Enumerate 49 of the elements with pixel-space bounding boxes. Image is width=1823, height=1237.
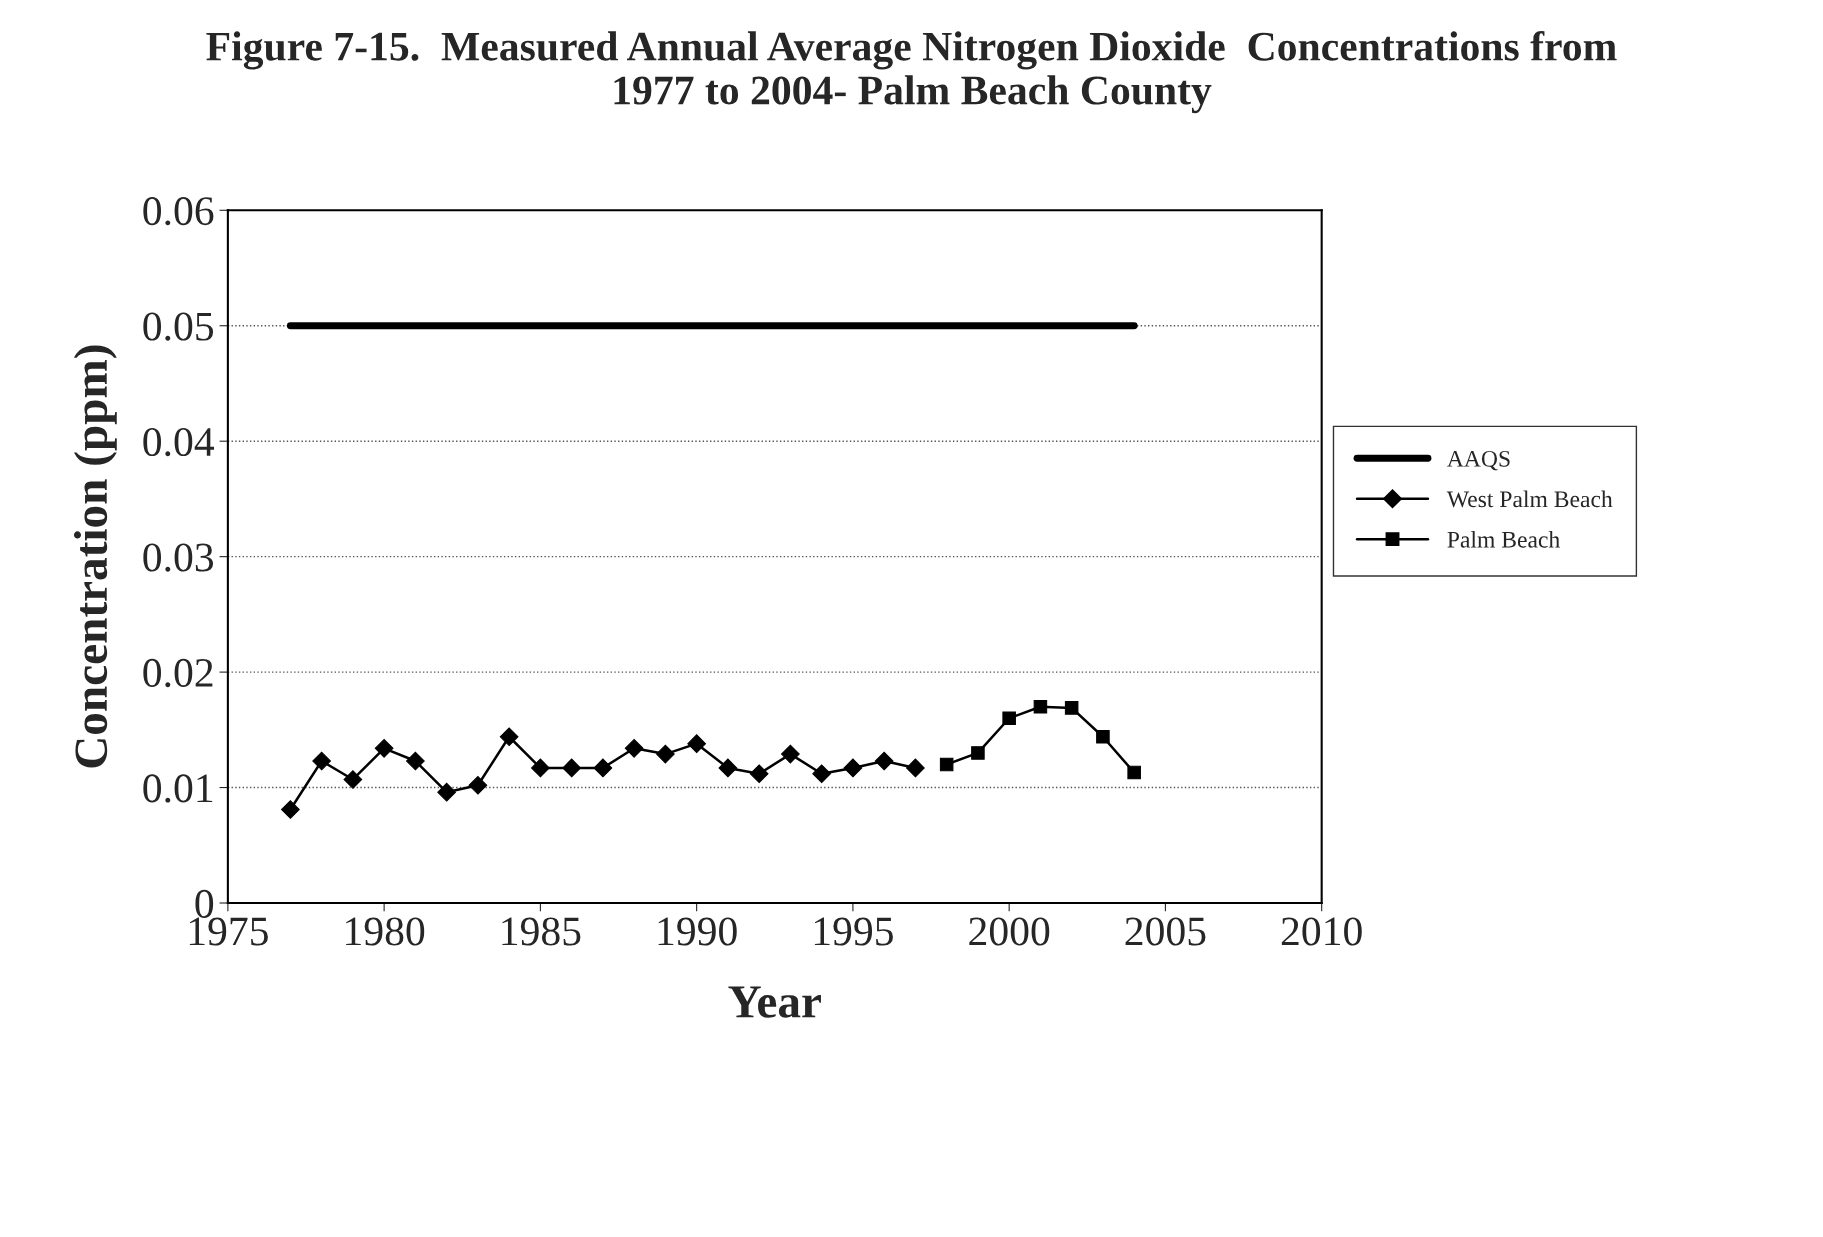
point [971, 746, 985, 760]
point [406, 751, 425, 771]
x-tick-label: 1980 [346, 917, 425, 946]
point [812, 764, 832, 784]
point [843, 758, 863, 778]
x-tick-label: 1975 [189, 917, 268, 946]
legend-label: Palm Beach [1447, 531, 1560, 548]
chart-title: Figure 7-15. Measured Annual Average Nitrogen Dioxide Concentrations from 1977 to 2004- Palm Beach County [206, 30, 1617, 114]
y-tick-label: 0 [195, 889, 214, 918]
y-tick-label: 0.01 [143, 774, 213, 803]
y-tick-label: 0.05 [143, 312, 214, 341]
x-tick-label: 1995 [814, 917, 893, 946]
y-tick-label: 0.02 [143, 658, 213, 688]
legend-label: West Palm Beach [1446, 490, 1613, 508]
y-tick-label: 0.06 [143, 197, 214, 226]
x-tick-label: 2005 [1125, 917, 1206, 946]
point [437, 782, 456, 802]
point [499, 727, 519, 747]
point [1064, 701, 1079, 715]
point [1096, 729, 1110, 744]
point [374, 738, 394, 758]
point [687, 734, 706, 754]
point [281, 800, 300, 819]
point [656, 744, 675, 764]
y-axis-title: Concentration (ppm) [73, 345, 117, 768]
point [593, 758, 613, 778]
point [749, 764, 769, 784]
point [312, 751, 331, 771]
point [531, 758, 550, 778]
x-tick-label: 1985 [502, 917, 581, 946]
x-tick-label: 2000 [969, 917, 1050, 946]
point [468, 775, 488, 795]
point [874, 751, 894, 771]
legend-label: AAQS [1447, 450, 1510, 471]
point [343, 770, 363, 789]
x-tick-label: 2010 [1281, 917, 1362, 946]
x-tick-label: 1990 [658, 917, 737, 946]
point [562, 758, 581, 778]
point [718, 758, 738, 778]
point [939, 757, 954, 772]
point [1033, 699, 1048, 714]
point [1127, 765, 1141, 780]
point [624, 738, 644, 758]
y-tick-label: 0.03 [143, 543, 214, 572]
point [1002, 711, 1016, 726]
y-tick-label: 0.04 [143, 427, 215, 457]
point [781, 744, 800, 764]
x-axis-title: Year [728, 986, 821, 1018]
point [906, 758, 925, 778]
